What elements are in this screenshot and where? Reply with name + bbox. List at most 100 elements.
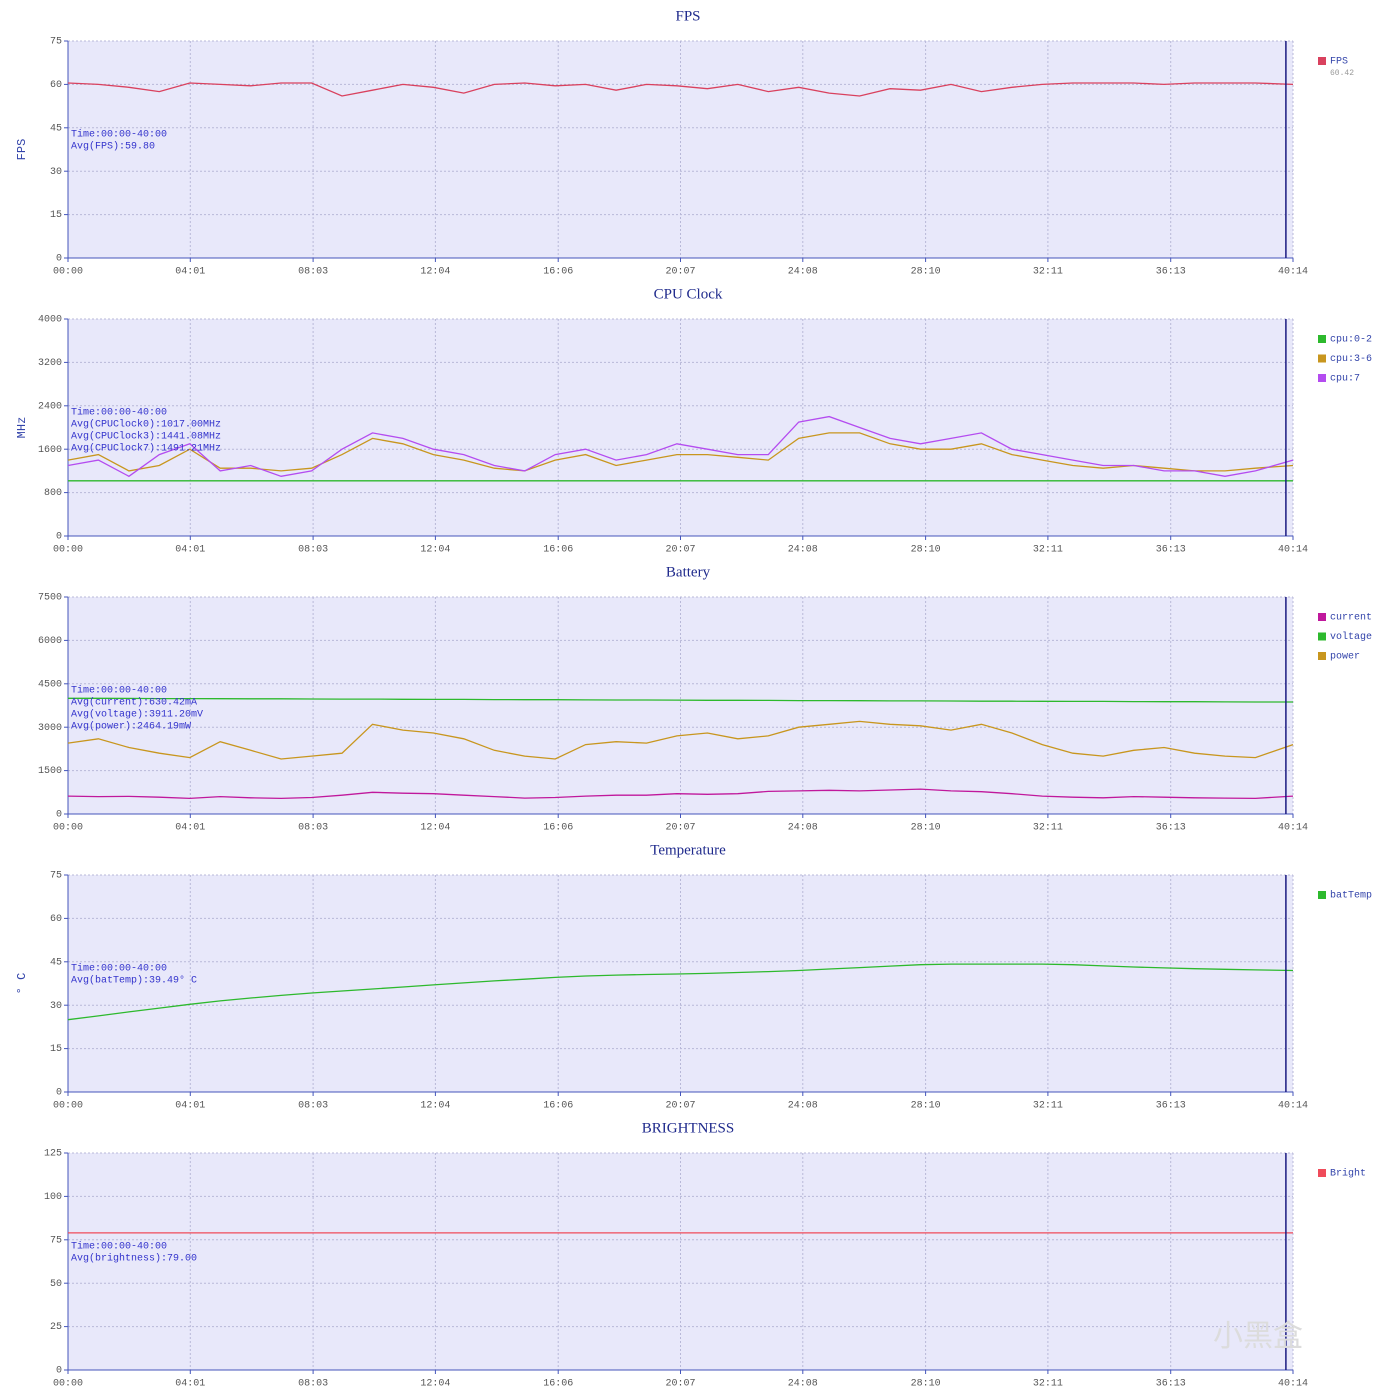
chart-title: CPU Clock (654, 286, 723, 302)
x-tick-label: 20:07 (665, 1101, 695, 1112)
legend-swatch (1318, 1169, 1326, 1177)
x-tick-label: 12:04 (420, 1379, 450, 1390)
annotation: Avg(current):630.42mA (71, 697, 197, 709)
y-tick-label: 50 (50, 1279, 62, 1290)
legend-label: current (1330, 613, 1372, 624)
y-tick-label: 100 (44, 1192, 62, 1203)
y-axis-label: FPS (15, 139, 29, 161)
legend-swatch (1318, 613, 1326, 621)
annotation: Avg(CPUClock3):1441.08MHz (71, 431, 221, 443)
y-axis-label: MHz (15, 417, 29, 439)
x-tick-label: 20:07 (665, 267, 695, 278)
x-tick-label: 28:10 (911, 823, 941, 834)
chart-title: BRIGHTNESS (642, 1120, 735, 1136)
x-tick-label: 40:14 (1278, 1101, 1308, 1112)
x-tick-label: 36:13 (1156, 823, 1186, 834)
legend-value: 60.42 (1330, 69, 1354, 78)
legend-label: cpu:0-2 (1330, 335, 1372, 346)
x-tick-label: 40:14 (1278, 267, 1308, 278)
annotation: Time:00:00-40:00 (71, 129, 167, 141)
y-tick-label: 125 (44, 1149, 62, 1160)
y-tick-label: 3200 (38, 358, 62, 369)
legend-label: cpu:7 (1330, 374, 1360, 385)
x-tick-label: 40:14 (1278, 823, 1308, 834)
x-tick-label: 16:06 (543, 545, 573, 556)
legend-label: power (1330, 652, 1360, 663)
x-tick-label: 08:03 (298, 1101, 328, 1112)
legend-swatch (1318, 891, 1326, 899)
x-tick-label: 24:08 (788, 1101, 818, 1112)
x-tick-label: 12:04 (420, 545, 450, 556)
x-tick-label: 40:14 (1278, 1379, 1308, 1390)
annotation: Avg(brightness):79.00 (71, 1253, 197, 1265)
annotation: Avg(batTemp):39.49° C (71, 975, 197, 987)
y-tick-label: 45 (50, 123, 62, 134)
y-tick-label: 4000 (38, 315, 62, 326)
x-tick-label: 04:01 (175, 1101, 205, 1112)
y-tick-label: 60 (50, 914, 62, 925)
y-tick-label: 0 (56, 532, 62, 543)
x-tick-label: 04:01 (175, 1379, 205, 1390)
x-tick-label: 04:01 (175, 823, 205, 834)
x-tick-label: 20:07 (665, 823, 695, 834)
y-tick-label: 0 (56, 254, 62, 265)
x-tick-label: 40:14 (1278, 545, 1308, 556)
x-tick-label: 32:11 (1033, 1101, 1063, 1112)
y-tick-label: 800 (44, 488, 62, 499)
watermark: 小黑盒 (1213, 1320, 1303, 1356)
x-tick-label: 00:00 (53, 823, 83, 834)
x-tick-label: 24:08 (788, 1379, 818, 1390)
legend-label: cpu:3-6 (1330, 354, 1372, 365)
x-tick-label: 24:08 (788, 823, 818, 834)
x-tick-label: 20:07 (665, 545, 695, 556)
y-tick-label: 2400 (38, 401, 62, 412)
legend-swatch (1318, 374, 1326, 382)
x-tick-label: 32:11 (1033, 823, 1063, 834)
x-tick-label: 08:03 (298, 1379, 328, 1390)
annotation: Avg(CPUClock0):1017.00MHz (71, 419, 221, 431)
legend-swatch (1318, 354, 1326, 363)
series-line (67, 788, 1294, 800)
series-line (67, 415, 1294, 478)
x-tick-label: 12:04 (420, 267, 450, 278)
series-line (67, 82, 1294, 97)
y-tick-label: 60 (50, 80, 62, 91)
legend-label: batTemp (1330, 890, 1372, 902)
y-tick-label: 4500 (38, 679, 62, 690)
annotation: Time:00:00-40:00 (71, 685, 167, 697)
legend-swatch (1318, 335, 1326, 343)
x-tick-label: 28:10 (911, 1379, 941, 1390)
y-tick-label: 75 (50, 871, 62, 882)
x-tick-label: 12:04 (420, 1101, 450, 1112)
x-tick-label: 16:06 (543, 823, 573, 834)
annotation: Avg(power):2464.19mW (71, 721, 191, 733)
y-tick-label: 7500 (38, 593, 62, 604)
legend-label: voltage (1330, 631, 1372, 643)
legend-swatch (1318, 57, 1326, 65)
x-tick-label: 16:06 (543, 1379, 573, 1390)
annotation: Avg(voltage):3911.20mV (71, 709, 203, 721)
x-tick-label: 00:00 (53, 1101, 83, 1112)
series-line (67, 432, 1294, 472)
x-tick-label: 12:04 (420, 823, 450, 834)
x-tick-label: 24:08 (788, 267, 818, 278)
x-tick-label: 36:13 (1156, 1101, 1186, 1112)
y-tick-label: 30 (50, 1001, 62, 1012)
annotation: Time:00:00-40:00 (71, 963, 167, 975)
legend-label: FPS (1330, 57, 1348, 68)
series-line (67, 963, 1294, 1021)
y-tick-label: 15 (50, 210, 62, 221)
series-line (67, 720, 1294, 760)
y-tick-label: 1500 (38, 766, 62, 777)
x-tick-label: 00:00 (53, 1379, 83, 1390)
annotation: Time:00:00-40:00 (71, 407, 167, 419)
legend-label: Bright (1330, 1168, 1366, 1180)
series-line (68, 697, 1293, 703)
x-tick-label: 08:03 (298, 267, 328, 278)
y-tick-label: 25 (50, 1322, 62, 1333)
x-tick-label: 36:13 (1156, 1379, 1186, 1390)
x-tick-label: 16:06 (543, 267, 573, 278)
chart-title: Temperature (650, 842, 726, 858)
y-axis-label: ° C (15, 973, 29, 995)
